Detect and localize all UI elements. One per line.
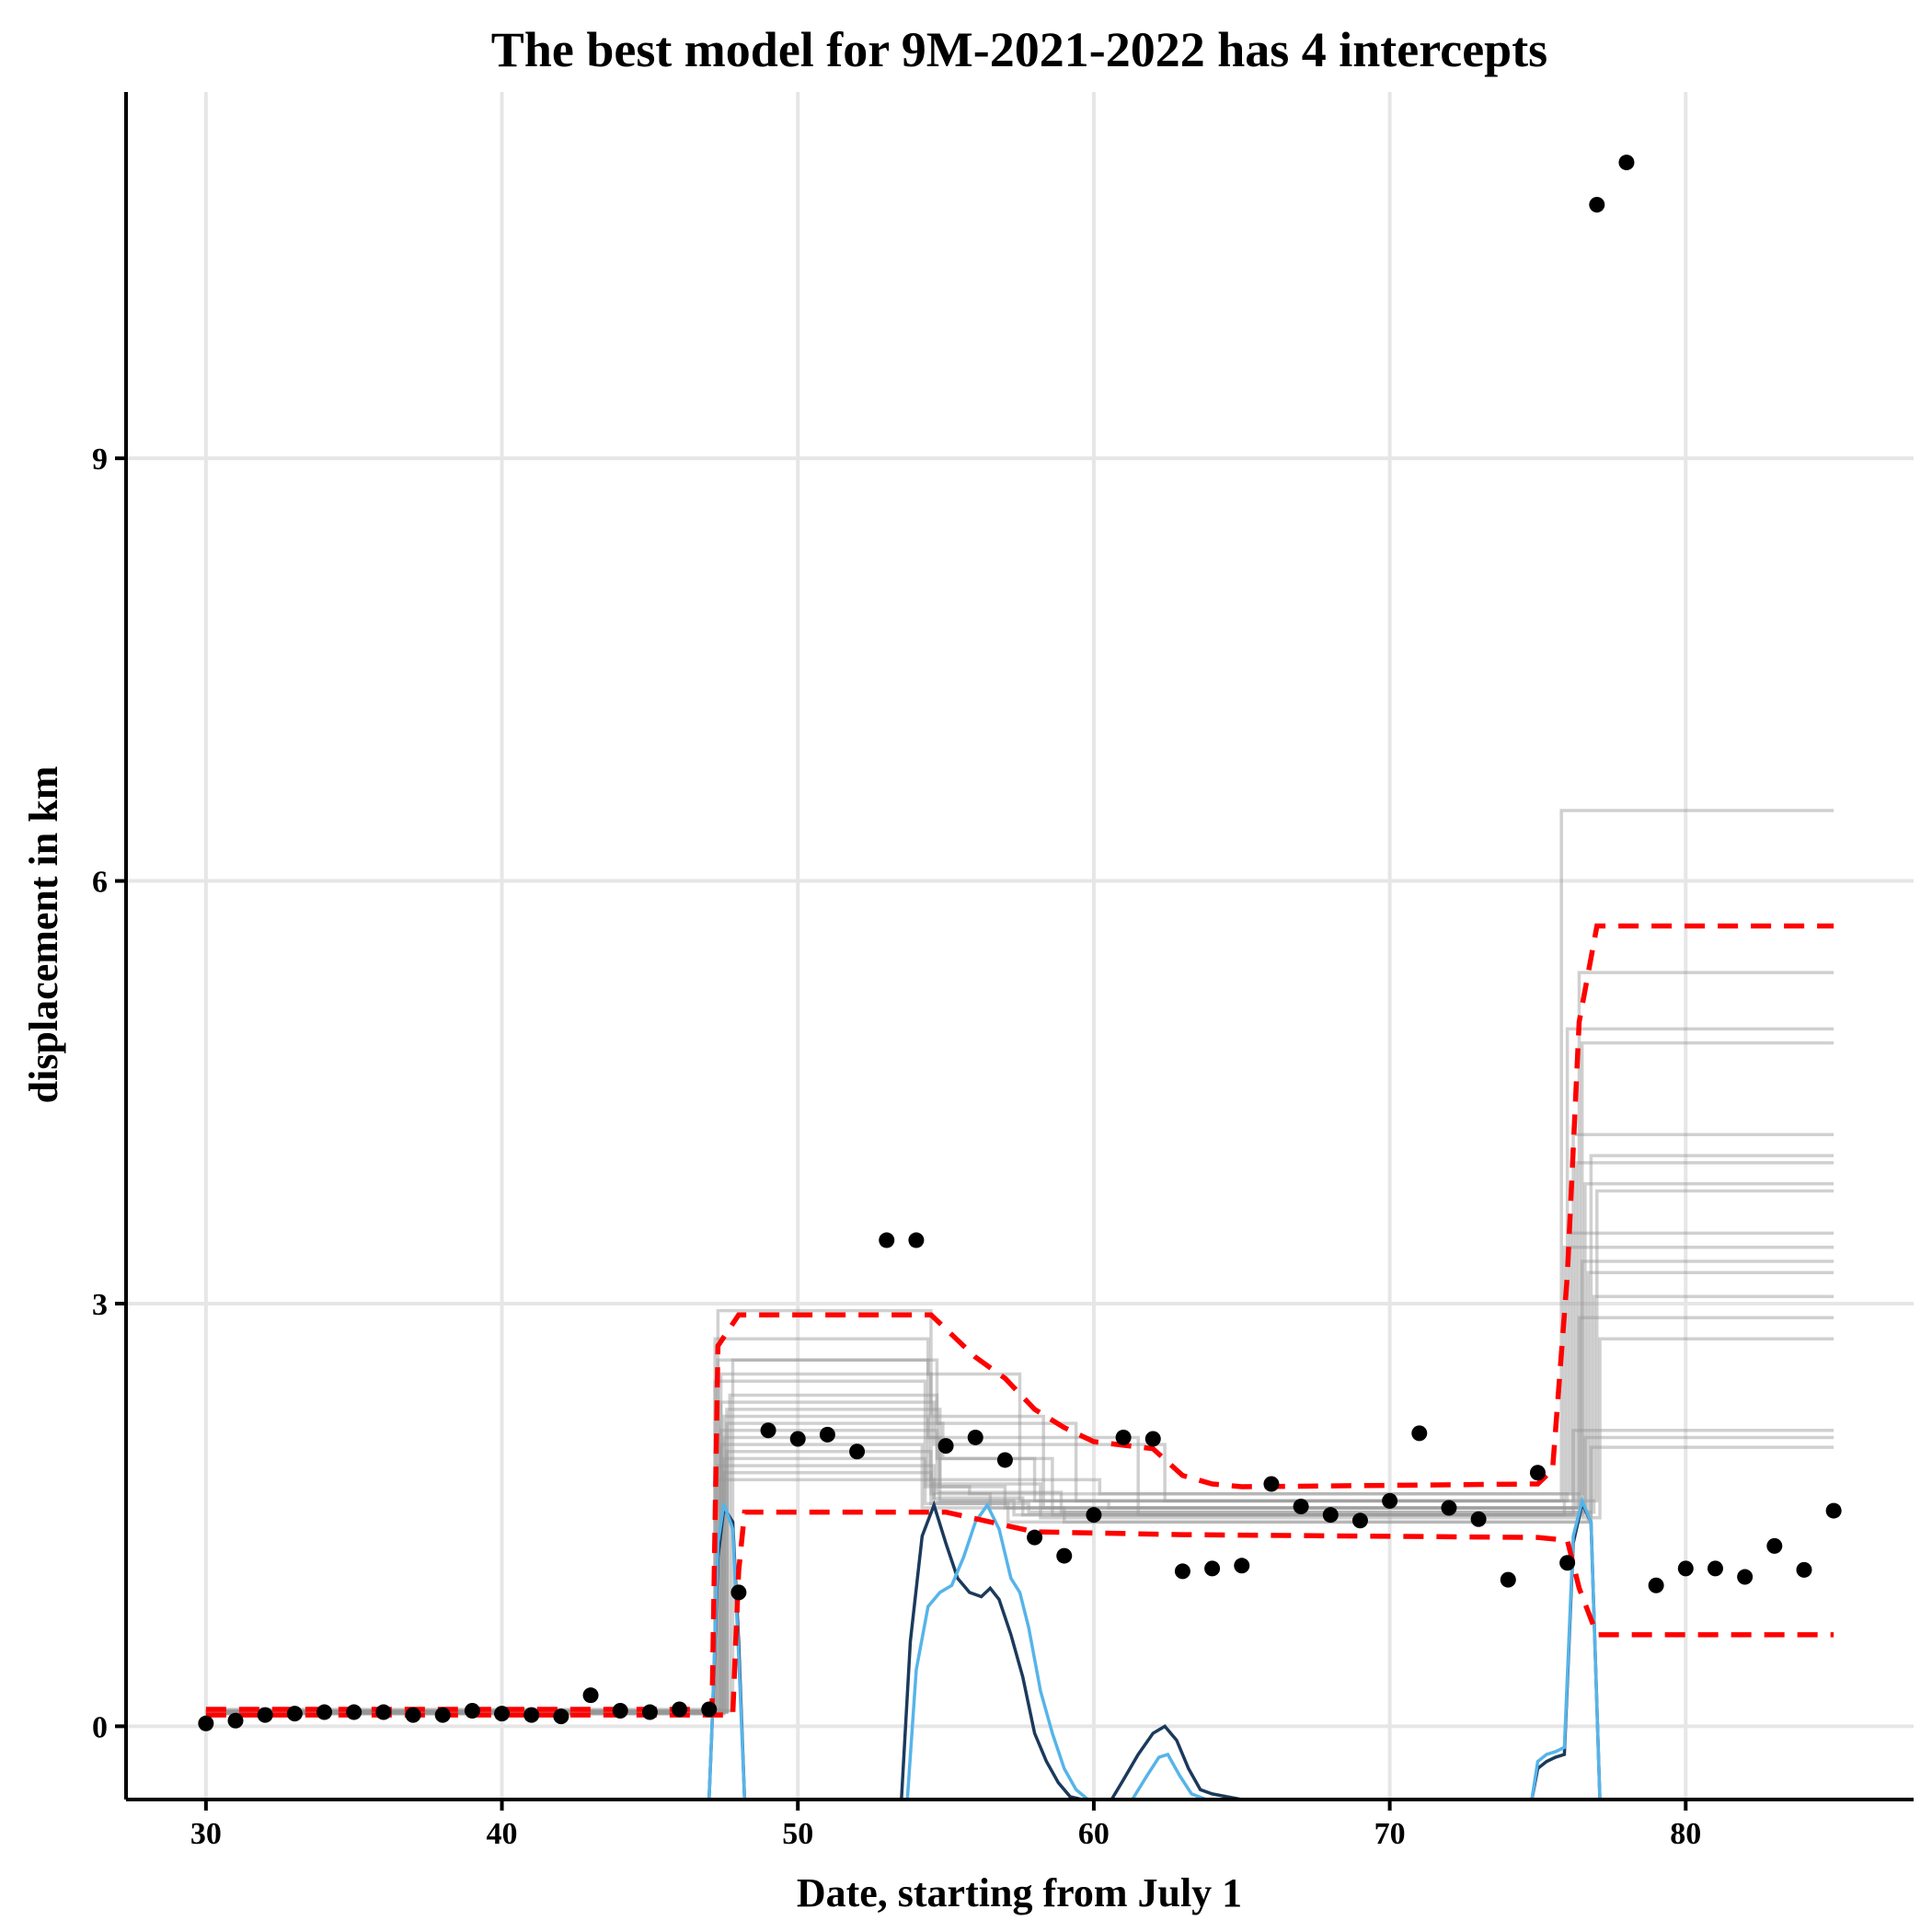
grid xyxy=(126,92,1914,1800)
model-draw-line xyxy=(205,1445,1834,1716)
data-point xyxy=(612,1703,628,1719)
data-point xyxy=(1589,197,1605,213)
data-point xyxy=(967,1429,983,1445)
y-tick-label: 9 xyxy=(92,443,108,477)
data-point xyxy=(1441,1500,1457,1516)
model-draw-line xyxy=(205,1429,1834,1714)
data-point xyxy=(937,1438,954,1455)
x-tick-label: 80 xyxy=(1670,1817,1701,1851)
data-point xyxy=(1470,1511,1487,1527)
x-tick-label: 50 xyxy=(782,1817,813,1851)
data-point xyxy=(1086,1507,1102,1524)
model-draw-line xyxy=(205,1182,1834,1714)
data-point xyxy=(1382,1492,1398,1509)
x-tick-label: 60 xyxy=(1078,1817,1110,1851)
data-point xyxy=(908,1232,925,1248)
data-point xyxy=(553,1708,569,1725)
data-point xyxy=(434,1707,451,1723)
data-point xyxy=(1027,1529,1043,1546)
data-point xyxy=(1056,1547,1073,1564)
data-point xyxy=(464,1703,480,1719)
data-point xyxy=(346,1704,362,1720)
data-point xyxy=(849,1443,866,1460)
data-point xyxy=(701,1701,718,1718)
model-draw-line xyxy=(205,1189,1834,1714)
model-draw-line xyxy=(205,1154,1834,1711)
data-point xyxy=(760,1422,776,1439)
data-point xyxy=(1351,1512,1368,1529)
data-point xyxy=(1796,1561,1812,1578)
data-point xyxy=(1500,1571,1516,1588)
model-draw-line xyxy=(205,1316,1834,1714)
data-point xyxy=(405,1707,421,1723)
data-point xyxy=(1707,1560,1723,1577)
data-point xyxy=(198,1715,214,1731)
data-point xyxy=(1144,1431,1161,1447)
x-tick-label: 40 xyxy=(487,1817,518,1851)
data-point xyxy=(672,1701,688,1718)
data-point xyxy=(494,1706,511,1722)
y-tick-label: 6 xyxy=(92,866,108,900)
data-point xyxy=(316,1704,333,1720)
density-light-line xyxy=(707,1495,1602,1800)
data-point xyxy=(582,1687,599,1704)
y-tick-label: 0 xyxy=(92,1710,108,1744)
model-draw-line xyxy=(205,809,1834,1714)
data-point xyxy=(286,1706,303,1722)
x-tick-label: 70 xyxy=(1374,1817,1406,1851)
y-tick-label: 3 xyxy=(92,1288,108,1322)
chart-title: The best model for 9M-2021-2022 has 4 in… xyxy=(491,22,1547,77)
data-point xyxy=(1766,1537,1783,1554)
credible-upper-line xyxy=(205,923,1834,1712)
credible-lower-line xyxy=(205,1509,1834,1718)
data-point xyxy=(879,1232,895,1248)
data-point xyxy=(730,1584,747,1601)
model-draw-line xyxy=(205,1161,1834,1716)
data-point xyxy=(1234,1558,1250,1574)
data-point xyxy=(1648,1577,1664,1593)
data-point xyxy=(1115,1429,1132,1445)
data-point xyxy=(1263,1476,1280,1492)
data-point xyxy=(819,1426,835,1443)
model-draw-line xyxy=(205,1271,1834,1716)
data-point xyxy=(375,1704,392,1720)
data-point xyxy=(641,1704,658,1720)
model-draw-line xyxy=(205,1133,1834,1714)
data-point xyxy=(257,1707,273,1723)
model-draws xyxy=(205,809,1834,1716)
model-draw-line xyxy=(205,971,1834,1716)
observed-points xyxy=(198,155,1842,1731)
data-point xyxy=(1737,1569,1754,1585)
model-draw-line xyxy=(205,1245,1834,1713)
data-point xyxy=(1529,1465,1546,1481)
data-point xyxy=(1618,155,1635,171)
y-axis-label: displacement in km xyxy=(21,766,66,1104)
data-point xyxy=(1559,1555,1576,1571)
data-point xyxy=(1174,1563,1190,1580)
data-point xyxy=(1825,1502,1842,1519)
density-dark-line xyxy=(707,1499,1602,1800)
data-point xyxy=(227,1712,244,1729)
data-point xyxy=(1677,1560,1694,1577)
model-draw-line xyxy=(205,1294,1834,1714)
data-point xyxy=(523,1707,540,1723)
axes: 30 40 50 60 70 80 0 3 6 9 xyxy=(92,92,1914,1851)
data-point xyxy=(1204,1560,1221,1577)
posterior-densities xyxy=(707,1495,1602,1800)
data-point xyxy=(1322,1507,1339,1524)
x-axis-label: Date, starting from July 1 xyxy=(797,1870,1242,1915)
data-point xyxy=(996,1452,1013,1468)
data-point xyxy=(1411,1425,1428,1442)
data-point xyxy=(789,1431,806,1447)
x-tick-label: 30 xyxy=(190,1817,222,1851)
data-point xyxy=(1293,1498,1309,1514)
